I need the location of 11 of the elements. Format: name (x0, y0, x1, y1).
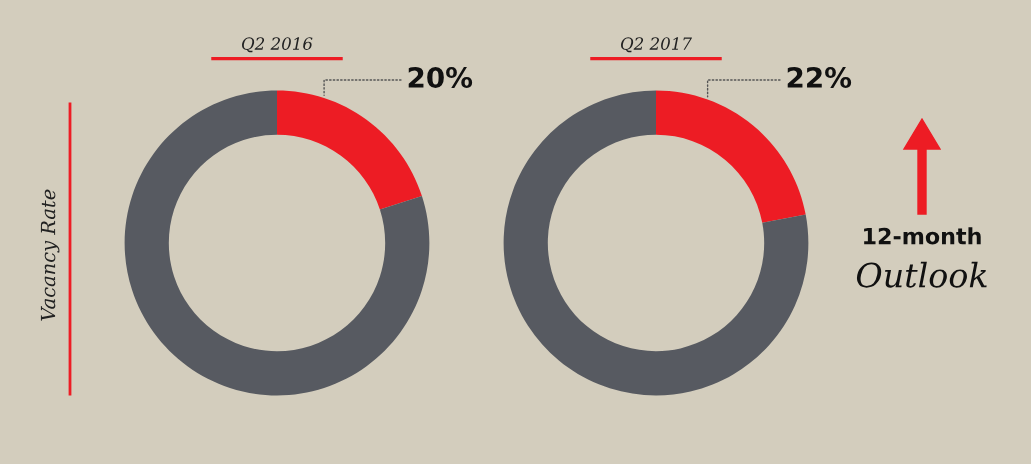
data-label: 20% (408, 67, 473, 89)
chart-title: Q2 2017 (621, 37, 692, 53)
donut-slice (503, 90, 809, 396)
donut-slice (656, 90, 806, 223)
text: Vacancy Rate (40, 189, 60, 321)
chart-title: Q2 2016 (242, 37, 313, 53)
text: 12-month (864, 227, 981, 245)
data-label: 22% (787, 67, 852, 89)
text: Outlook (856, 261, 987, 288)
donut-slice (124, 90, 430, 396)
donut-slice (277, 90, 422, 210)
